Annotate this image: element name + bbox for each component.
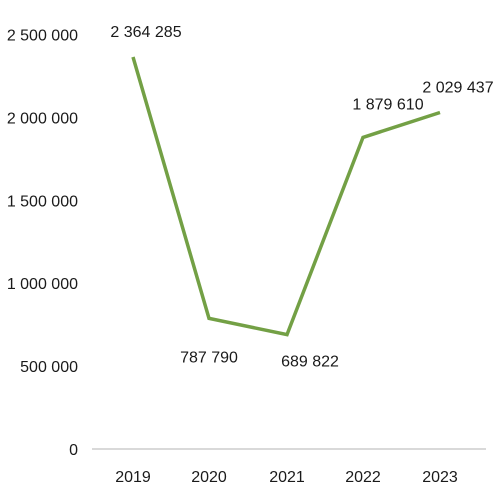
x-tick-label: 2022 (345, 469, 381, 486)
x-tick-label: 2020 (191, 469, 227, 486)
y-tick-label: 2 500 000 (7, 28, 78, 45)
series-line (131, 56, 441, 337)
y-tick-label: 1 500 000 (7, 193, 78, 210)
data-label: 2 029 437 (422, 80, 493, 97)
data-label: 787 790 (180, 349, 238, 366)
x-tick-label: 2023 (422, 469, 458, 486)
data-label: 689 822 (281, 354, 339, 371)
x-tick-label: 2019 (115, 469, 151, 486)
x-axis-tick-labels: 2019 2020 2021 2022 2023 (115, 469, 458, 486)
y-tick-label: 500 000 (20, 359, 78, 376)
series-lines (131, 56, 441, 337)
y-tick-label: 2 000 000 (7, 110, 78, 127)
data-label: 2 364 285 (110, 24, 181, 41)
data-label: 1 879 610 (352, 96, 423, 113)
y-axis-tick-labels: 0 500 000 1 000 000 1 500 000 2 000 000 2 500… (7, 28, 78, 460)
x-tick-label: 2021 (269, 469, 305, 486)
y-tick-label: 1 000 000 (7, 276, 78, 293)
y-tick-label: 0 (69, 442, 78, 459)
